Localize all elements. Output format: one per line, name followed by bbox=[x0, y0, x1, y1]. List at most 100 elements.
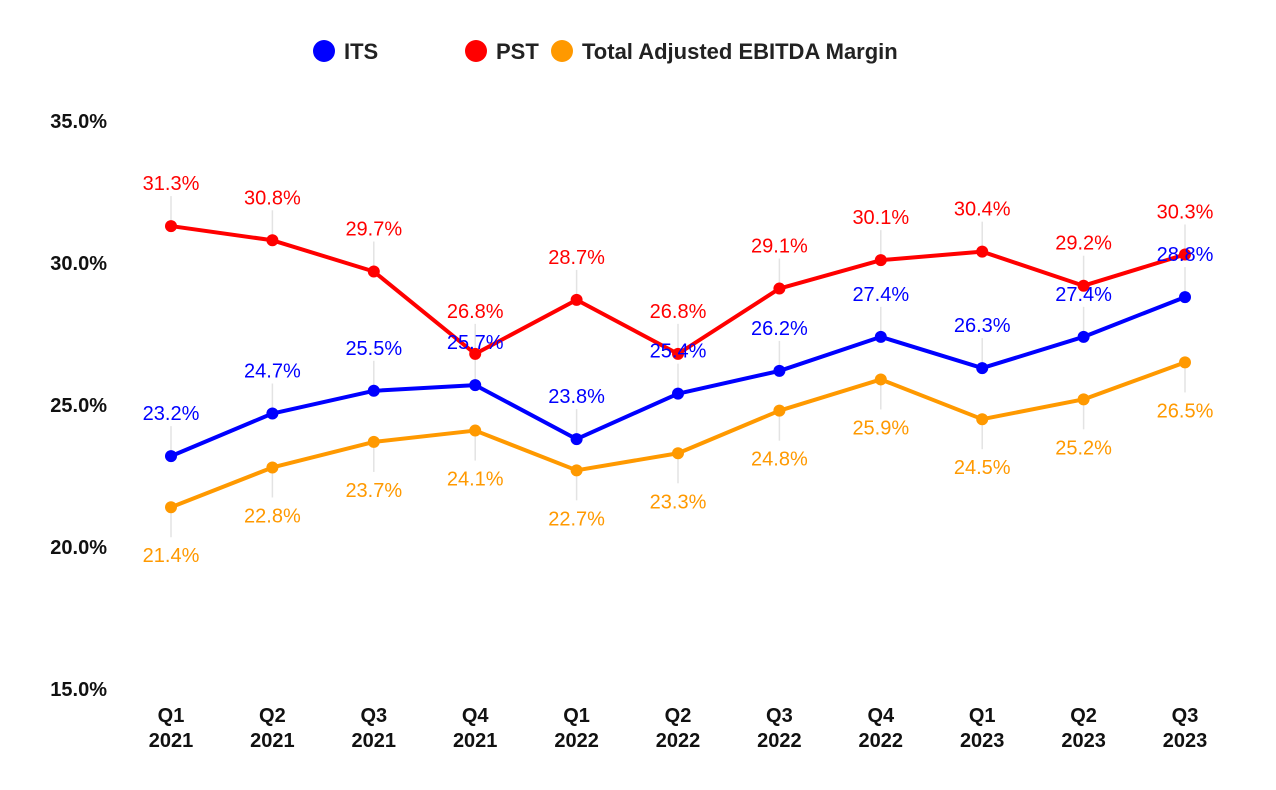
legend-label: Total Adjusted EBITDA Margin bbox=[582, 39, 898, 64]
data-point[interactable] bbox=[1179, 356, 1191, 369]
data-point[interactable] bbox=[266, 407, 279, 420]
data-label: 23.2% bbox=[143, 403, 200, 425]
x-tick-label: Q1 2023 bbox=[960, 705, 1005, 752]
data-point[interactable] bbox=[165, 450, 177, 463]
data-point[interactable] bbox=[874, 330, 887, 343]
data-label: 23.3% bbox=[650, 491, 707, 513]
data-label: 27.4% bbox=[1055, 284, 1112, 306]
legend-item[interactable]: PST bbox=[465, 39, 539, 64]
data-label: 30.4% bbox=[954, 199, 1011, 221]
data-point[interactable] bbox=[672, 347, 684, 360]
data-label: 28.8% bbox=[1157, 244, 1214, 266]
data-point[interactable] bbox=[165, 501, 177, 514]
data-point[interactable] bbox=[1077, 330, 1090, 343]
data-label: 29.7% bbox=[345, 219, 402, 241]
data-point[interactable] bbox=[469, 379, 482, 392]
data-label: 25.4% bbox=[650, 341, 707, 363]
data-point[interactable] bbox=[1179, 248, 1191, 261]
data-point[interactable] bbox=[1179, 291, 1191, 304]
data-point[interactable] bbox=[570, 293, 583, 306]
data-label: 31.3% bbox=[143, 173, 200, 195]
x-tick-label: Q3 2022 bbox=[757, 705, 802, 752]
legend-marker bbox=[465, 40, 487, 62]
y-axis: 15.0% 20.0% 25.0% 30.0% 35.0% bbox=[50, 111, 107, 701]
data-label: 24.8% bbox=[751, 449, 808, 471]
y-tick-label: 25.0% bbox=[50, 395, 107, 417]
data-point[interactable] bbox=[367, 265, 380, 278]
series-total-adjusted-ebitda-margin bbox=[165, 356, 1191, 514]
legend-label: ITS bbox=[344, 39, 378, 64]
legend: ITS PST Total Adjusted EBITDA Margin bbox=[313, 39, 898, 64]
series-pst bbox=[165, 220, 1191, 360]
x-axis: Q1 2021 Q2 2021 Q3 2021 Q4 2021 Q1 2022 Q2 2022 Q3 20… bbox=[149, 705, 1208, 752]
data-point[interactable] bbox=[874, 254, 887, 267]
data-point[interactable] bbox=[469, 347, 482, 360]
x-tick-label: Q2 2021 bbox=[250, 705, 295, 752]
data-label: 25.7% bbox=[447, 332, 504, 354]
data-label: 23.7% bbox=[345, 480, 402, 502]
data-point[interactable] bbox=[570, 464, 583, 477]
data-point[interactable] bbox=[976, 245, 989, 258]
data-label: 24.1% bbox=[447, 469, 504, 491]
data-label: 29.2% bbox=[1055, 233, 1112, 255]
data-label: 21.4% bbox=[143, 545, 200, 567]
x-tick-label: Q2 2023 bbox=[1061, 705, 1106, 752]
legend-marker bbox=[551, 40, 573, 62]
y-tick-label: 30.0% bbox=[50, 253, 107, 275]
x-tick-label: Q3 2023 bbox=[1163, 705, 1208, 752]
data-point[interactable] bbox=[976, 413, 989, 426]
data-label: 30.8% bbox=[244, 187, 301, 209]
data-label: 24.7% bbox=[244, 361, 301, 383]
data-label: 26.8% bbox=[447, 301, 504, 323]
data-label: 22.7% bbox=[548, 508, 605, 530]
y-tick-label: 15.0% bbox=[50, 679, 107, 701]
x-tick-label: Q4 2022 bbox=[859, 705, 904, 752]
data-point[interactable] bbox=[367, 384, 380, 397]
data-point[interactable] bbox=[165, 220, 177, 233]
data-label: 25.9% bbox=[852, 417, 909, 439]
series-its bbox=[165, 291, 1191, 463]
data-label: 27.4% bbox=[852, 284, 909, 306]
x-tick-label: Q4 2021 bbox=[453, 705, 498, 752]
data-point[interactable] bbox=[266, 461, 279, 474]
data-point[interactable] bbox=[773, 404, 786, 417]
data-point[interactable] bbox=[266, 234, 279, 247]
x-tick-label: Q2 2022 bbox=[656, 705, 701, 752]
x-tick-label: Q1 2022 bbox=[554, 705, 599, 752]
x-tick-label: Q1 2021 bbox=[149, 705, 194, 752]
data-label: 24.5% bbox=[954, 457, 1011, 479]
data-label: 22.8% bbox=[244, 505, 301, 527]
y-tick-label: 35.0% bbox=[50, 111, 107, 133]
data-label: 26.5% bbox=[1157, 400, 1214, 422]
data-point[interactable] bbox=[367, 435, 380, 448]
data-label: 28.7% bbox=[548, 247, 605, 269]
leader-lines bbox=[170, 196, 1186, 538]
data-point[interactable] bbox=[672, 387, 684, 400]
data-point[interactable] bbox=[1077, 279, 1090, 292]
data-point[interactable] bbox=[1077, 393, 1090, 406]
series-lines bbox=[165, 220, 1191, 514]
data-label: 25.2% bbox=[1055, 437, 1112, 459]
legend-item[interactable]: ITS bbox=[313, 39, 378, 64]
data-label: 23.8% bbox=[548, 386, 605, 408]
legend-item[interactable]: Total Adjusted EBITDA Margin bbox=[551, 39, 898, 64]
data-point[interactable] bbox=[469, 424, 482, 437]
legend-label: PST bbox=[496, 39, 539, 64]
y-tick-label: 20.0% bbox=[50, 537, 107, 559]
data-label: 26.8% bbox=[650, 301, 707, 323]
data-point[interactable] bbox=[874, 373, 887, 386]
x-tick-label: Q3 2021 bbox=[352, 705, 397, 752]
data-label: 30.1% bbox=[852, 207, 909, 229]
data-point[interactable] bbox=[773, 364, 786, 377]
data-label: 26.2% bbox=[751, 318, 808, 340]
data-point[interactable] bbox=[976, 362, 989, 375]
data-labels: 23.2% 24.7% 25.5% 25.7% 23.8% 25.4% 26.2% 27.4%… bbox=[143, 173, 1214, 567]
data-point[interactable] bbox=[570, 433, 583, 446]
legend-marker bbox=[313, 40, 335, 62]
data-label: 29.1% bbox=[751, 236, 808, 258]
data-label: 26.3% bbox=[954, 315, 1011, 337]
data-point[interactable] bbox=[773, 282, 786, 295]
data-point[interactable] bbox=[672, 447, 684, 460]
data-label: 25.5% bbox=[345, 338, 402, 360]
